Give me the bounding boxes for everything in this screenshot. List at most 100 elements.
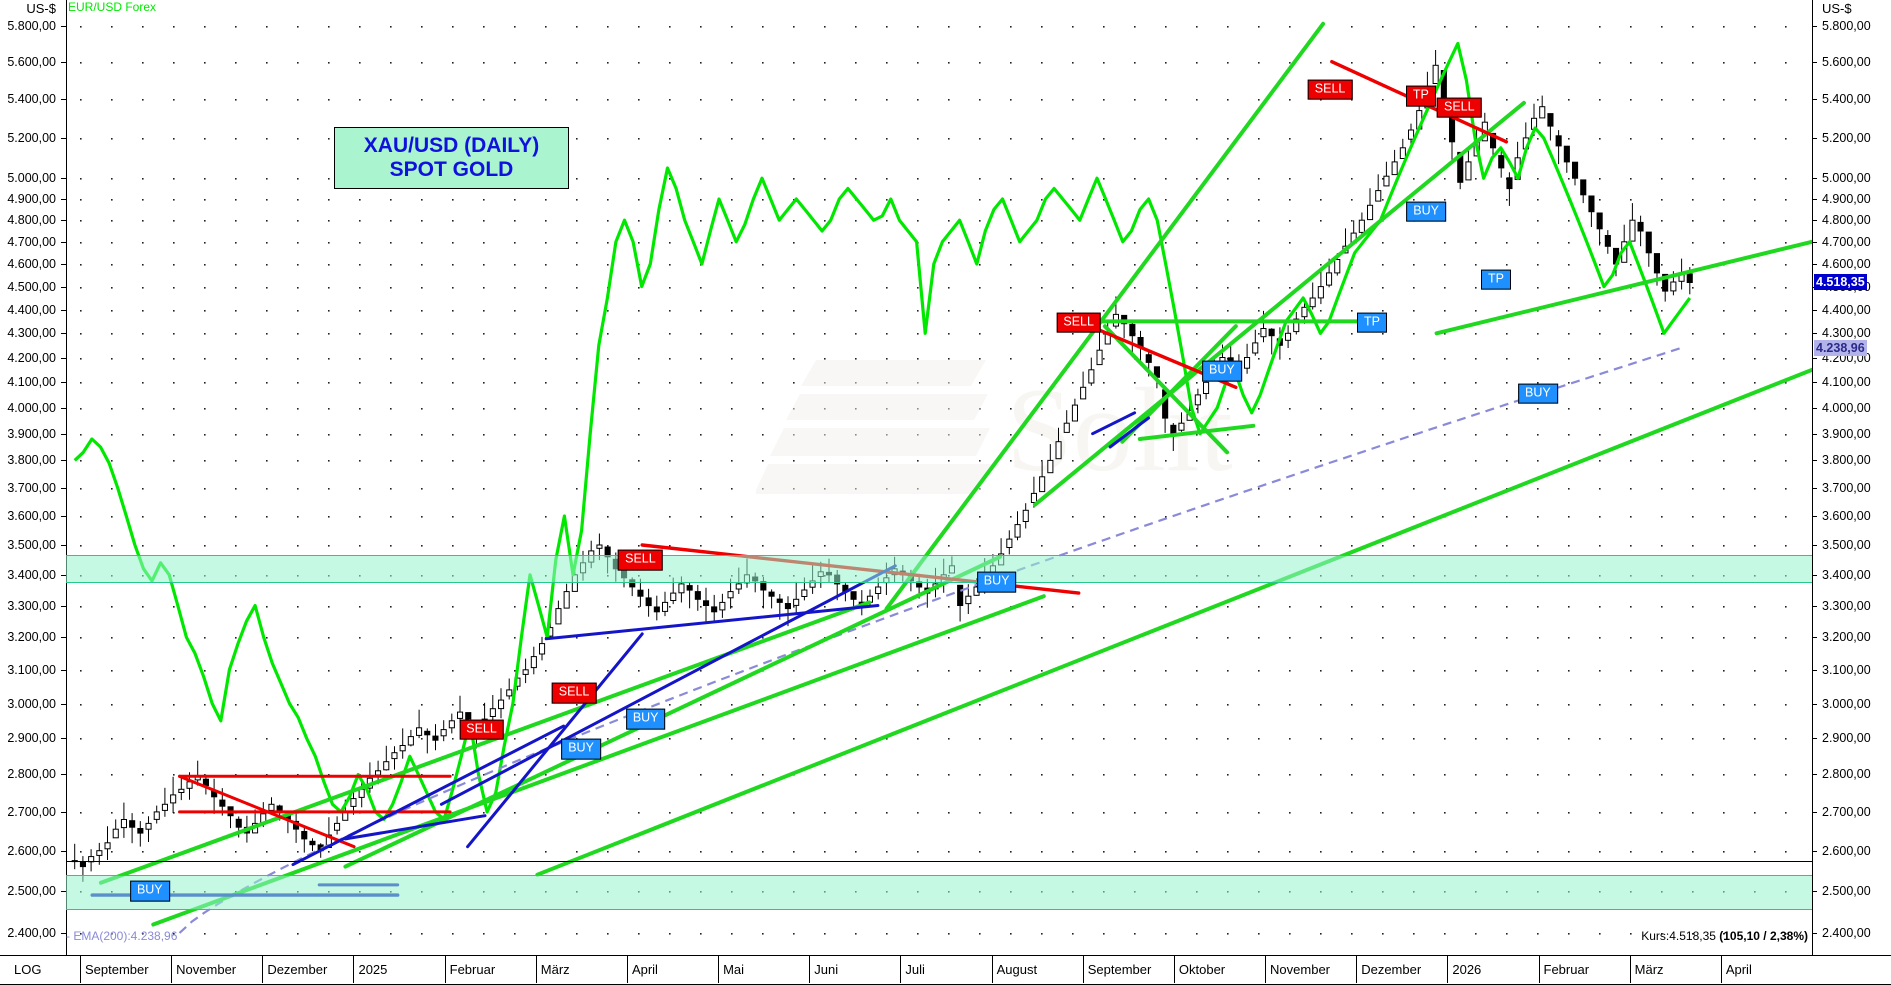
tick-mark <box>1812 545 1817 546</box>
legend-eurusd-forex[interactable]: EUR/USD Forex <box>68 0 157 14</box>
price-tick-left: 4.500,00 <box>7 279 56 294</box>
price-tick-left: 3.700,00 <box>7 480 56 495</box>
time-axis: LOG September November Dezember 2025 Februar… <box>0 955 1891 985</box>
time-axis-label: November <box>1265 956 1356 983</box>
price-tick-right: 2.700,00 <box>1822 804 1871 819</box>
tick-mark <box>61 574 66 576</box>
signal-badge-tp[interactable]: TP <box>1405 85 1436 107</box>
tick-mark <box>61 25 66 27</box>
tick-mark <box>1812 382 1817 384</box>
time-axis-label: März <box>535 956 627 983</box>
price-tick-left: 4.900,00 <box>7 191 56 206</box>
time-axis-label: März <box>1629 956 1721 983</box>
signal-badge-sell[interactable]: SELL <box>618 549 663 571</box>
signal-badge-tp[interactable]: TP <box>1357 312 1387 333</box>
tick-mark <box>61 669 66 671</box>
signal-badge-buy[interactable]: BUY <box>1201 360 1242 382</box>
tick-mark <box>1812 811 1817 813</box>
signal-badge-sell[interactable]: SELL <box>551 682 597 704</box>
price-tick-right: 4.900,00 <box>1822 191 1871 206</box>
axis-line-right <box>1812 0 1813 955</box>
price-tick-right: 5.000,00 <box>1822 171 1871 186</box>
price-tick-left: 5.400,00 <box>7 92 56 107</box>
tick-mark <box>61 382 66 384</box>
tick-mark <box>61 178 66 180</box>
tick-mark <box>61 286 66 288</box>
price-tick-right: 3.000,00 <box>1822 696 1871 711</box>
tick-mark <box>61 407 66 409</box>
tick-mark <box>1812 241 1817 243</box>
signal-badge-sell[interactable]: SELL <box>1307 79 1353 100</box>
price-tick-right: 4.600,00 <box>1822 256 1871 271</box>
signal-badge-buy[interactable]: BUY <box>561 738 601 760</box>
signal-badge-buy[interactable]: BUY <box>1518 383 1558 404</box>
tick-mark <box>61 460 66 462</box>
tick-mark <box>1812 198 1817 200</box>
signal-badge-buy[interactable]: BUY <box>1406 201 1446 223</box>
price-tick-right: 5.200,00 <box>1822 130 1871 145</box>
quote-readout: Kurs:4.518,35 (105,10 / 2,38%) <box>1641 929 1808 943</box>
price-tick-right: 4.100,00 <box>1822 375 1871 390</box>
signal-badge-sell[interactable]: SELL <box>1437 97 1482 119</box>
signal-badge-buy[interactable]: BUY <box>129 880 170 902</box>
price-axis-left: US-$ 5.800,00 5.600,00 5.400,00 5.200,00 5.0… <box>0 0 66 955</box>
tick-mark <box>1812 309 1817 311</box>
price-tick-left: 4.200,00 <box>7 350 56 365</box>
price-tick-left: 4.100,00 <box>7 375 56 390</box>
price-tick-right: 4.400,00 <box>1822 302 1871 317</box>
tick-mark <box>61 137 66 139</box>
time-axis-label: April <box>626 956 718 983</box>
price-tick-left: 3.100,00 <box>7 662 56 677</box>
tick-mark <box>61 333 66 335</box>
price-tick-left: 5.000,00 <box>7 171 56 186</box>
time-axis-label: Dezember <box>1356 956 1447 983</box>
tick-mark <box>1812 891 1817 893</box>
price-axis-left-unit: US-$ <box>26 1 56 16</box>
tick-mark <box>1812 460 1817 462</box>
tick-mark <box>61 309 66 311</box>
price-tick-left: 4.700,00 <box>7 234 56 249</box>
price-tick-left: 2.700,00 <box>7 804 56 819</box>
tick-mark <box>61 433 66 435</box>
price-tick-right: 3.100,00 <box>1822 662 1871 677</box>
signal-badge-tp[interactable]: TP <box>1480 269 1511 291</box>
tick-mark <box>1812 933 1817 934</box>
tick-mark <box>61 738 66 740</box>
price-axis-right: US-$ 5.800,00 5.600,00 5.400,00 5.200,00 5.0… <box>1812 0 1891 955</box>
tick-mark <box>1812 605 1817 607</box>
signal-badge-buy[interactable]: BUY <box>625 708 666 730</box>
price-tick-left: 3.000,00 <box>7 696 56 711</box>
time-axis-label: Oktober <box>1173 956 1265 983</box>
price-tick-right: 2.900,00 <box>1822 731 1871 746</box>
price-tick-right: 2.600,00 <box>1822 843 1871 858</box>
price-tick-left: 2.800,00 <box>7 767 56 782</box>
price-tick-right: 2.800,00 <box>1822 767 1871 782</box>
time-axis-label: Dezember <box>262 956 353 983</box>
tick-mark <box>1812 263 1817 265</box>
time-axis-label: September <box>1082 956 1174 983</box>
chart-title-line1: XAU/USD (DAILY) <box>363 134 540 158</box>
price-tick-left: 4.800,00 <box>7 213 56 228</box>
tick-mark <box>1812 407 1817 409</box>
price-tick-right: 5.600,00 <box>1822 54 1871 69</box>
tick-mark <box>1812 487 1817 489</box>
legend-ema200[interactable]: - EMA(200):4.238,96 <box>66 929 178 943</box>
time-axis-label: Februar <box>444 956 536 983</box>
tick-mark <box>1812 850 1817 852</box>
price-tick-right: 3.800,00 <box>1822 453 1871 468</box>
time-axis-label: September <box>80 956 171 983</box>
time-axis-label: Februar <box>1538 956 1630 983</box>
signal-badge-sell[interactable]: SELL <box>1056 312 1101 333</box>
signal-badge-sell[interactable]: SELL <box>459 719 504 740</box>
tick-mark <box>1812 774 1817 776</box>
tick-mark <box>61 774 66 776</box>
scale-mode-label[interactable]: LOG <box>14 962 42 977</box>
signal-badge-buy[interactable]: BUY <box>976 572 1017 593</box>
tick-mark <box>61 703 66 705</box>
price-tick-right: 3.600,00 <box>1822 509 1871 524</box>
price-tick-right: 3.200,00 <box>1822 630 1871 645</box>
time-axis-label: Juni <box>809 956 900 983</box>
price-tick-right: 4.800,00 <box>1822 213 1871 228</box>
tick-mark <box>61 99 66 101</box>
price-tick-left: 3.900,00 <box>7 426 56 441</box>
